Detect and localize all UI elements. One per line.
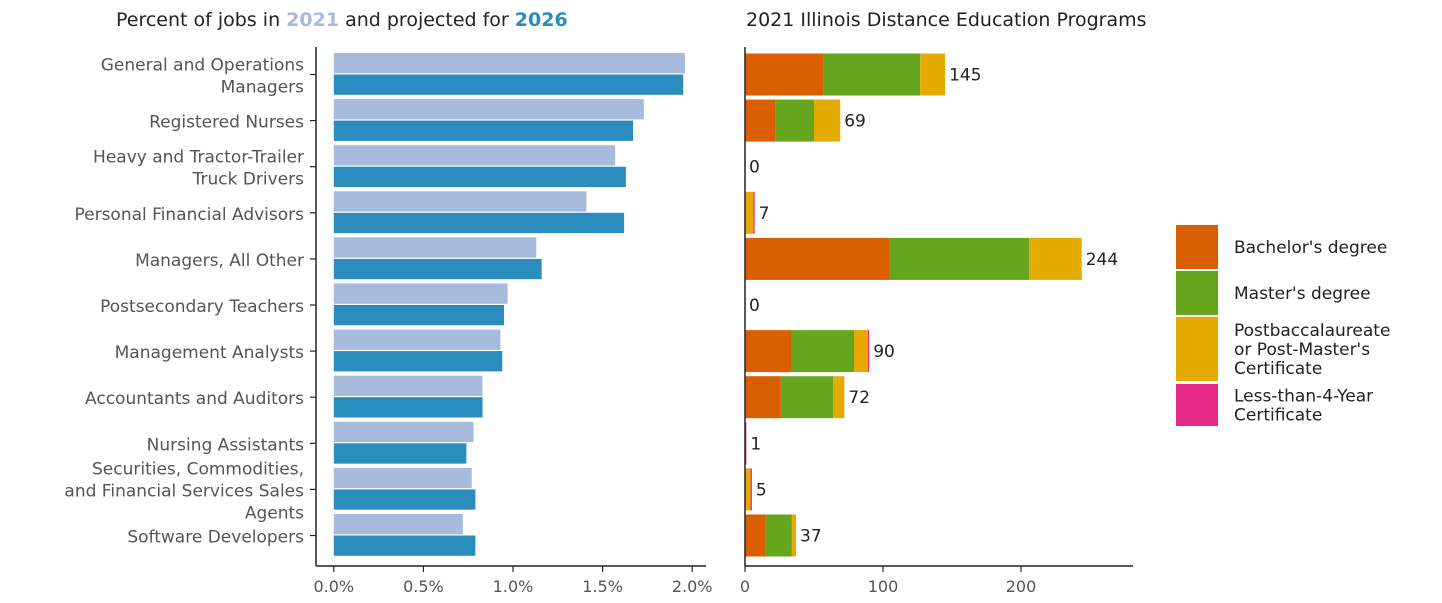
bar-2021 (333, 99, 644, 120)
stacked-segment (775, 99, 814, 142)
x-tick-label: 0 (740, 577, 750, 596)
legend-label: Bachelor's degree (1234, 238, 1387, 258)
stacked-segment (745, 514, 766, 557)
left-title-part: 2026 (515, 9, 568, 31)
total-label: 72 (848, 388, 870, 408)
total-label: 244 (1086, 250, 1118, 270)
stacked-segment (745, 237, 890, 280)
bar-2021 (333, 283, 508, 304)
bar-2026 (333, 166, 626, 187)
bar-2026 (333, 535, 476, 556)
bar-2021 (333, 329, 501, 350)
category-label: Heavy and Tractor-Trailer (93, 148, 304, 168)
x-tick-label: 1.5% (582, 577, 623, 596)
legend-swatch (1176, 384, 1218, 426)
total-label: 1 (750, 434, 761, 454)
stacked-segment (753, 191, 755, 234)
category-label: Managers, All Other (135, 251, 304, 271)
x-tick-label: 0.0% (313, 577, 354, 596)
stacked-segment (867, 330, 870, 373)
bar-2026 (333, 489, 476, 510)
stacked-segment (745, 468, 751, 511)
stacked-segment (791, 330, 855, 373)
legend-label: Postbaccalaureate (1234, 321, 1390, 341)
bar-2026 (333, 305, 505, 326)
stacked-segment (745, 376, 781, 419)
total-label: 145 (949, 66, 981, 86)
stacked-segment (765, 514, 792, 557)
stacked-segment (745, 191, 754, 234)
x-tick-label: 2.0% (672, 577, 713, 596)
bar-2026 (333, 443, 467, 464)
right-chart-title: 2021 Illinois Distance Education Program… (746, 9, 1147, 31)
stacked-segment (814, 99, 841, 142)
category-label: and Financial Services Sales (64, 481, 304, 501)
total-label: 7 (759, 204, 770, 224)
stacked-segment (854, 330, 868, 373)
left-title-part: 2021 (286, 9, 339, 31)
left-title-part: Percent of jobs in (116, 9, 286, 31)
bar-2026 (333, 212, 625, 234)
category-label: Personal Financial Advisors (74, 205, 304, 225)
legend-label: Certificate (1234, 406, 1322, 426)
category-label: Securities, Commodities, (92, 459, 304, 479)
legend-swatch (1176, 225, 1218, 269)
category-label: General and Operations (101, 56, 304, 76)
category-label: Accountants and Auditors (85, 389, 304, 409)
bar-2021 (333, 191, 587, 212)
stacked-segment (823, 53, 921, 96)
total-label: 69 (844, 112, 866, 132)
category-label: Registered Nurses (149, 113, 304, 133)
total-label: 0 (749, 158, 760, 178)
total-label: 90 (873, 342, 895, 362)
total-label: 5 (756, 480, 767, 500)
category-label: Nursing Assistants (147, 435, 304, 455)
stacked-segment (745, 53, 824, 96)
bar-2021 (333, 53, 686, 74)
bar-2021 (333, 467, 472, 489)
bar-2026 (333, 397, 483, 418)
total-label: 0 (749, 296, 760, 316)
x-tick-label: 0.5% (403, 577, 444, 596)
legend-label: Certificate (1234, 359, 1322, 379)
x-tick-label: 200 (1006, 577, 1037, 596)
bar-2021 (333, 421, 474, 443)
stacked-segment (920, 53, 946, 96)
stacked-segment (791, 514, 797, 557)
left-chart-title: Percent of jobs in 2021 and projected fo… (116, 9, 568, 31)
category-label: Software Developers (127, 528, 304, 548)
legend-label: Master's degree (1234, 284, 1371, 304)
stacked-segment (833, 376, 845, 419)
bar-2021 (333, 237, 537, 258)
x-tick-label: 1.0% (493, 577, 534, 596)
bar-2021 (333, 145, 616, 166)
stacked-segment (745, 330, 792, 373)
legend-swatch (1176, 271, 1218, 315)
category-label: Agents (245, 503, 304, 523)
stacked-segment (1029, 237, 1082, 280)
legend-swatch (1176, 317, 1218, 381)
category-label: Managers (221, 78, 305, 98)
bar-2026 (333, 120, 634, 141)
stacked-segment (745, 99, 776, 142)
category-label: Postsecondary Teachers (100, 297, 304, 317)
left-title-part: and projected for (339, 9, 515, 31)
stacked-segment (889, 237, 1030, 280)
bar-2021 (333, 514, 463, 535)
category-label: Management Analysts (115, 343, 305, 363)
legend-label: Less-than-4-Year (1234, 387, 1373, 407)
x-tick-label: 100 (868, 577, 899, 596)
category-label: Truck Drivers (192, 170, 305, 190)
total-label: 37 (800, 527, 822, 547)
stacked-segment (750, 468, 752, 511)
bar-2021 (333, 375, 483, 396)
bar-2026 (333, 351, 503, 372)
bar-2026 (333, 258, 542, 280)
legend-label: or Post-Master's (1234, 340, 1370, 360)
stacked-segment (780, 376, 834, 419)
bar-2026 (333, 74, 684, 95)
